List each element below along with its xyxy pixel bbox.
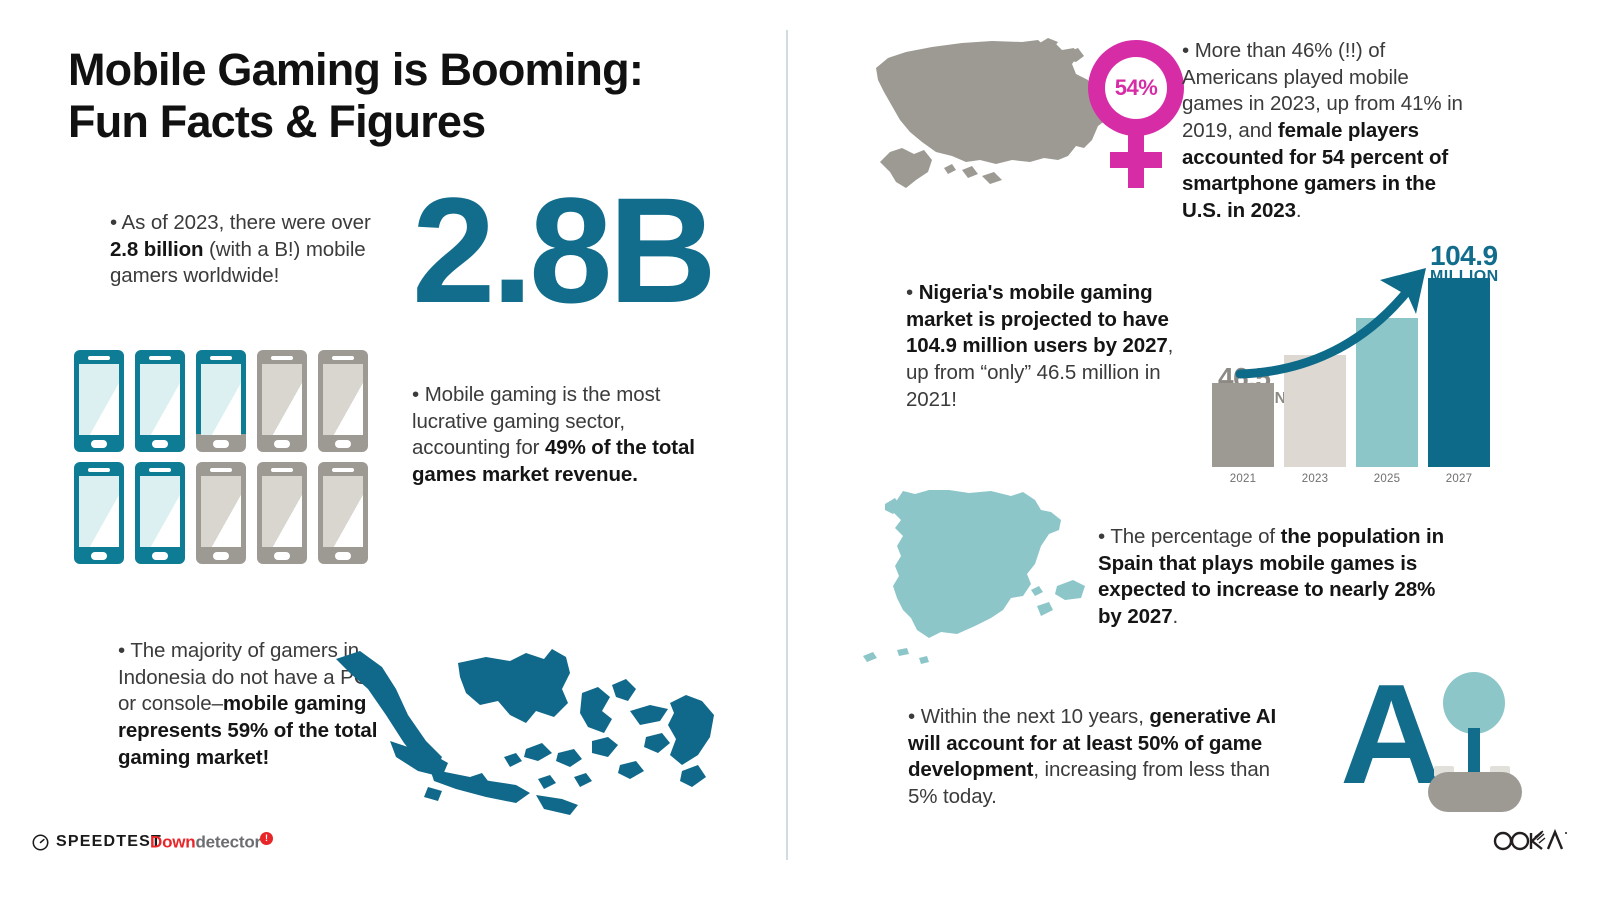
bullet-marker: • [412, 383, 425, 406]
female-symbol-badge: 54% [1088, 40, 1184, 190]
ai-letter-a: A [1340, 655, 1443, 814]
bullet-nigeria-text: • Nigeria's mobile gaming market is proj… [906, 281, 1174, 411]
phone-icon-6 [74, 462, 124, 564]
female-badge-inner: 54% [1105, 57, 1167, 119]
bar-rect-2027 [1428, 278, 1490, 467]
phone-icon-1 [74, 350, 124, 452]
chart-label-2027: 104.9 MILLION [1430, 242, 1499, 285]
bullet-marker: • [1098, 525, 1111, 548]
bar-2023: 2023 [1284, 355, 1346, 485]
title-line-1: Mobile Gaming is Booming: [68, 44, 644, 95]
bar-2021: 2021 [1212, 383, 1274, 485]
phone-icon-2 [135, 350, 185, 452]
speedtest-logo: SPEEDTEST [32, 833, 162, 851]
bullet-ai-text: • Within the next 10 years, generative A… [908, 705, 1277, 808]
female-symbol-circle: 54% [1088, 40, 1184, 136]
bullet-marker: • [906, 281, 919, 304]
phone-icon-9 [257, 462, 307, 564]
column-divider [786, 30, 788, 860]
female-percent-value: 54% [1114, 75, 1158, 100]
bullet-gamers-worldwide: • As of 2023, there were over 2.8 billio… [110, 210, 380, 290]
united-states-map-icon [876, 38, 1112, 188]
phone-icon-5 [318, 350, 368, 452]
ookla-wordmark-icon [1493, 828, 1567, 851]
speedtest-gauge-icon [32, 834, 49, 850]
bullet-gamers-text: • As of 2023, there were over 2.8 billio… [110, 211, 371, 288]
bar-rect-2025 [1356, 318, 1418, 467]
bullet-us-text: • More than 46% (!!) of Americans played… [1182, 39, 1463, 222]
bullet-marker: • [1182, 39, 1195, 62]
bullet-nigeria: • Nigeria's mobile gaming market is proj… [906, 280, 1181, 413]
downdetector-alert-badge: ! [259, 832, 273, 845]
ookla-logo [1492, 828, 1568, 858]
downdetector-word-down: Down [150, 832, 196, 852]
speedtest-wordmark: SPEEDTEST [56, 833, 162, 850]
joystick-base-icon [1428, 772, 1522, 812]
female-symbol-cross [1110, 152, 1162, 168]
bullet-indonesia: • The majority of gamers in Indonesia do… [118, 638, 380, 771]
joystick-button-left-icon [1434, 766, 1454, 777]
bar-tick-2021: 2021 [1229, 473, 1257, 485]
bar-tick-2025: 2025 [1373, 473, 1401, 485]
ai-joystick-logo: A [1340, 650, 1522, 815]
downdetector-logo: Downdetector! [150, 832, 273, 853]
bullet-marker: • [908, 705, 921, 728]
phone-icon-4 [257, 350, 307, 452]
bullet-marker: • [110, 211, 122, 234]
phone-pictogram-49-percent [74, 350, 379, 570]
bar-rect-2023 [1284, 355, 1346, 467]
title-line-2: Fun Facts & Figures [68, 96, 486, 148]
bullet-indonesia-text: • The majority of gamers in Indonesia do… [118, 639, 378, 769]
bullet-revenue-text: • Mobile gaming is the most lucrative ga… [412, 383, 695, 486]
phone-icon-3 [196, 350, 246, 452]
bullet-us-players: • More than 46% (!!) of Americans played… [1182, 38, 1472, 224]
bar-tick-2027: 2027 [1445, 473, 1473, 485]
bullet-marker: • [118, 639, 131, 662]
phone-icon-8 [196, 462, 246, 564]
page-title: Mobile Gaming is Booming: Fun Facts & Fi… [68, 44, 748, 148]
bullet-spain: • The percentage of the population in Sp… [1098, 524, 1458, 631]
indonesia-map-icon [336, 649, 714, 815]
bullet-revenue-share: • Mobile gaming is the most lucrative ga… [412, 382, 712, 489]
bar-rect-2021 [1212, 383, 1274, 467]
spain-map-icon [863, 490, 1085, 664]
big-stat-2-8b: 2.8B [412, 166, 717, 334]
phone-icon-7 [135, 462, 185, 564]
bullet-generative-ai: • Within the next 10 years, generative A… [908, 704, 1298, 811]
bullet-spain-text: • The percentage of the population in Sp… [1098, 525, 1445, 628]
downdetector-word-detector: detector [195, 832, 261, 852]
nigeria-users-bar-chart: 46.5 MILLION 104.9 MILLION 2021202320252… [1212, 240, 1512, 495]
joystick-ball-icon [1443, 672, 1505, 734]
bar-2025: 2025 [1356, 318, 1418, 485]
bar-tick-2023: 2023 [1301, 473, 1329, 485]
chart-label-2027-value: 104.9 [1430, 240, 1498, 271]
bar-2027: 2027 [1428, 278, 1490, 485]
joystick-button-right-icon [1490, 766, 1510, 777]
phone-icon-10 [318, 462, 368, 564]
